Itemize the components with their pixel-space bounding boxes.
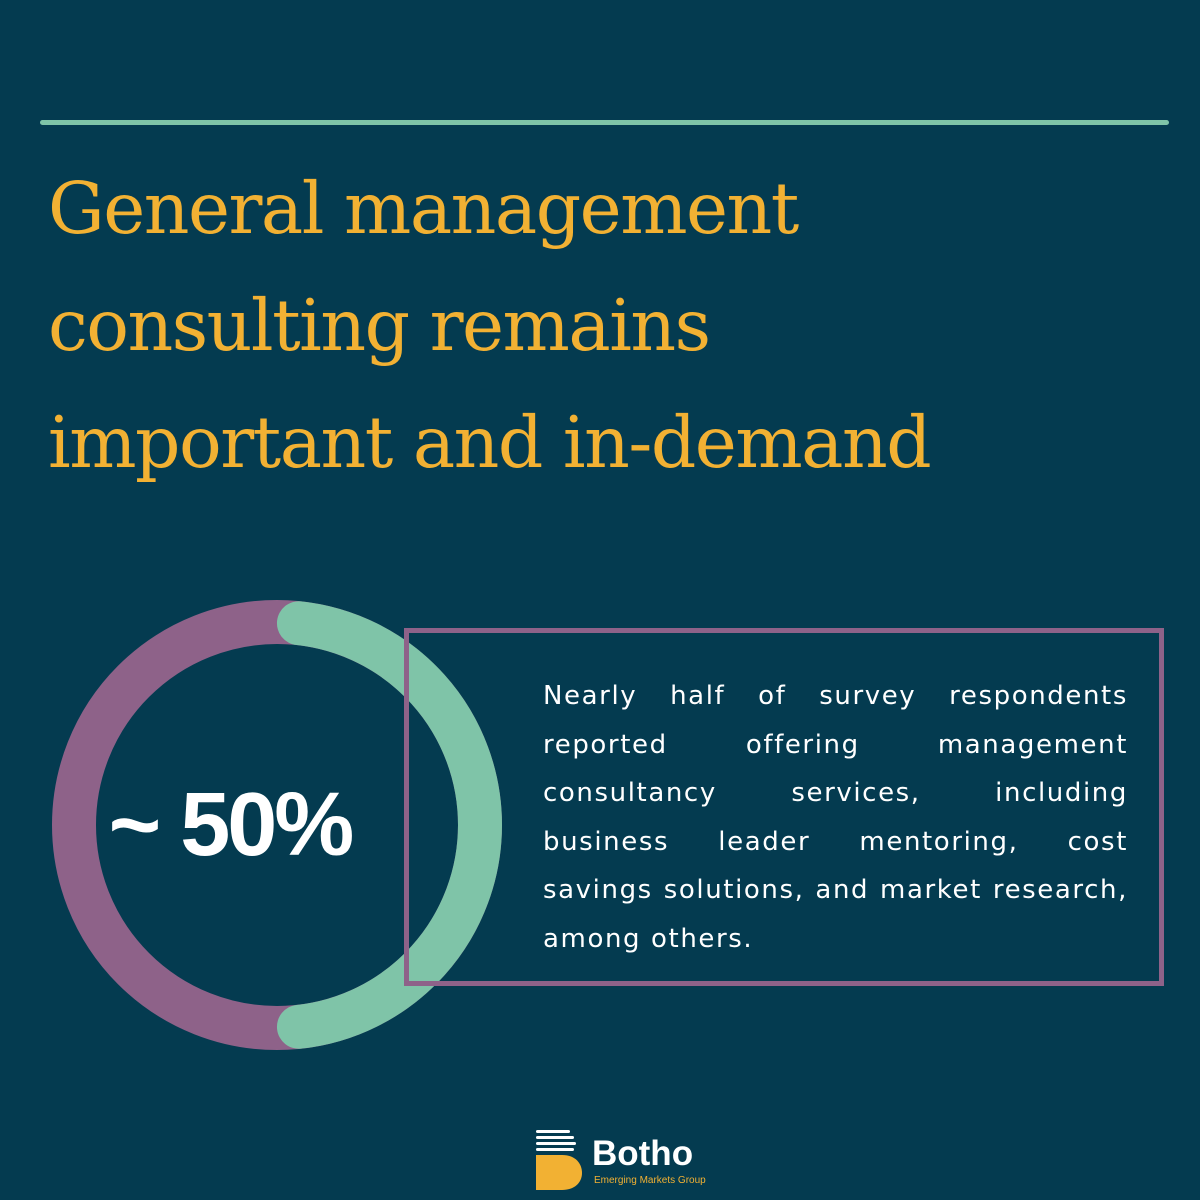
- title-line-1: General management: [48, 167, 799, 250]
- top-divider: [40, 120, 1169, 125]
- stat-value: ~ 50%: [108, 775, 355, 875]
- brand-name: Botho: [592, 1134, 694, 1173]
- page-title: General management consulting remains im…: [48, 150, 1168, 501]
- b-mark-icon: [536, 1130, 582, 1190]
- percent-ring: [52, 600, 502, 1050]
- brand-tagline: Emerging Markets Group: [594, 1175, 706, 1186]
- brand-logo: Botho Emerging Markets Group: [534, 1128, 706, 1192]
- ring-fill: [276, 601, 502, 1049]
- description-text: Nearly half of survey respondents report…: [543, 681, 1128, 954]
- title-line-2: consulting remains: [48, 284, 711, 367]
- title-line-3: important and in-demand: [48, 401, 932, 484]
- description-box: [404, 628, 1164, 986]
